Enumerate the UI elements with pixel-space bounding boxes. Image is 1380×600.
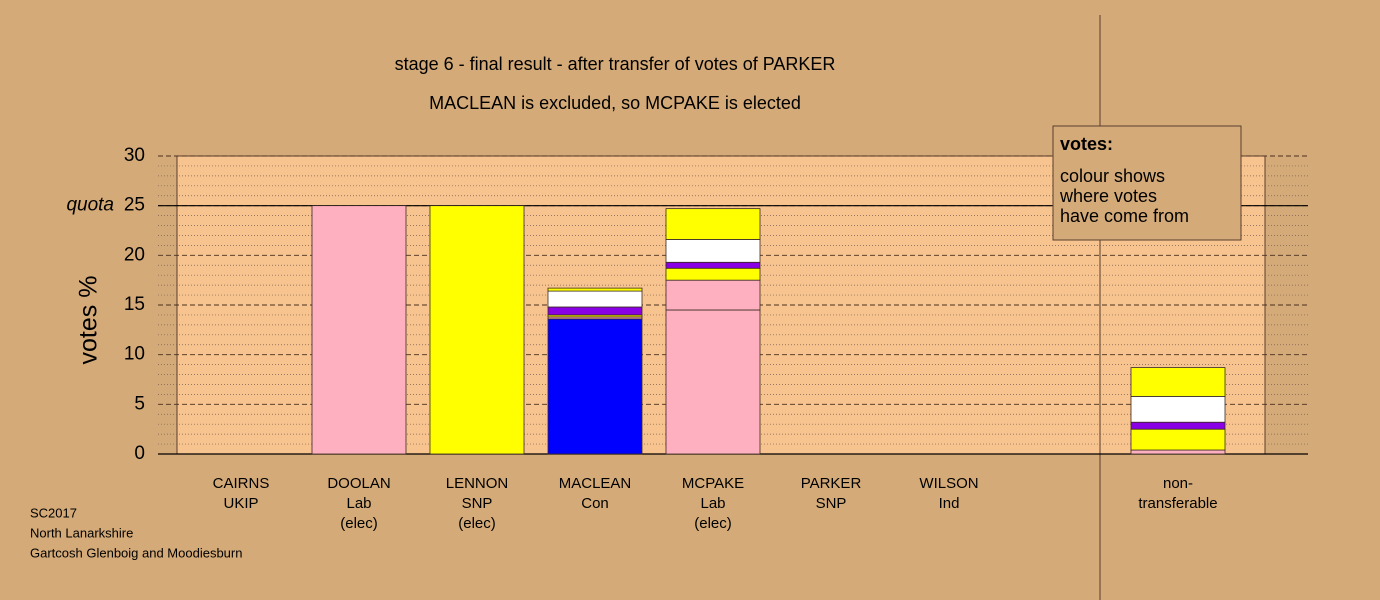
x-tick-label: Ind <box>939 495 960 512</box>
x-tick-label: LENNON <box>446 475 509 492</box>
x-tick-label: MACLEAN <box>559 475 632 492</box>
bar-segment <box>547 287 643 292</box>
chart-subtitle: MACLEAN is excluded, so MCPAKE is electe… <box>429 93 801 113</box>
footer-text: SC2017 <box>30 505 77 520</box>
x-tick-label: WILSON <box>919 475 978 492</box>
x-tick-label: Lab <box>700 495 725 512</box>
bar-segment <box>429 205 525 455</box>
x-tick-label: (elec) <box>694 515 732 532</box>
chart-title: stage 6 - final result - after transfer … <box>395 54 836 74</box>
y-tick-label: 10 <box>124 344 145 365</box>
x-tick-label: (elec) <box>458 515 496 532</box>
y-tick-label: 0 <box>134 443 145 464</box>
y-tick-label: 25 <box>124 195 145 216</box>
bar-segment <box>665 261 761 269</box>
quota-label: quota <box>66 195 114 216</box>
bar-segment <box>1130 395 1226 423</box>
legend-text: colour shows <box>1060 166 1165 186</box>
y-tick-label: 30 <box>124 145 145 166</box>
x-tick-label: SNP <box>816 495 847 512</box>
x-tick-label: DOOLAN <box>327 475 390 492</box>
legend-text: have come from <box>1060 206 1189 226</box>
y-tick-label: 5 <box>134 393 145 414</box>
bar-segment <box>1130 367 1226 397</box>
bar-segment <box>665 309 761 455</box>
bar-segment <box>547 290 643 308</box>
bar-segment <box>547 306 643 316</box>
bar-segment <box>665 267 761 281</box>
y-tick-label: 20 <box>124 244 145 265</box>
bar-segment <box>547 318 643 455</box>
x-tick-label: CAIRNS <box>213 475 270 492</box>
x-tick-label: MCPAKE <box>682 475 744 492</box>
x-tick-label: Lab <box>346 495 371 512</box>
y-tick-label: 15 <box>124 294 145 315</box>
x-tick-label: non- <box>1163 475 1193 492</box>
bar-segment <box>665 279 761 311</box>
footer-text: North Lanarkshire <box>30 525 133 540</box>
bar-segment <box>1130 449 1226 455</box>
bar-segment <box>311 205 407 455</box>
x-tick-label: transferable <box>1138 495 1217 512</box>
bar-segment <box>1130 421 1226 430</box>
bar-segment <box>665 208 761 240</box>
x-tick-label: PARKER <box>801 475 862 492</box>
footer-text: Gartcosh Glenboig and Moodiesburn <box>30 545 242 560</box>
legend-text: where votes <box>1059 186 1157 206</box>
legend-box <box>1052 125 1242 241</box>
bar-segment <box>1130 428 1226 451</box>
x-tick-label: (elec) <box>340 515 378 532</box>
x-tick-label: Con <box>581 495 609 512</box>
bar-segment <box>665 239 761 263</box>
x-tick-label: UKIP <box>223 495 258 512</box>
y-axis-label: votes % <box>75 276 103 365</box>
legend-title: votes: <box>1060 134 1113 154</box>
x-tick-label: SNP <box>462 495 493 512</box>
